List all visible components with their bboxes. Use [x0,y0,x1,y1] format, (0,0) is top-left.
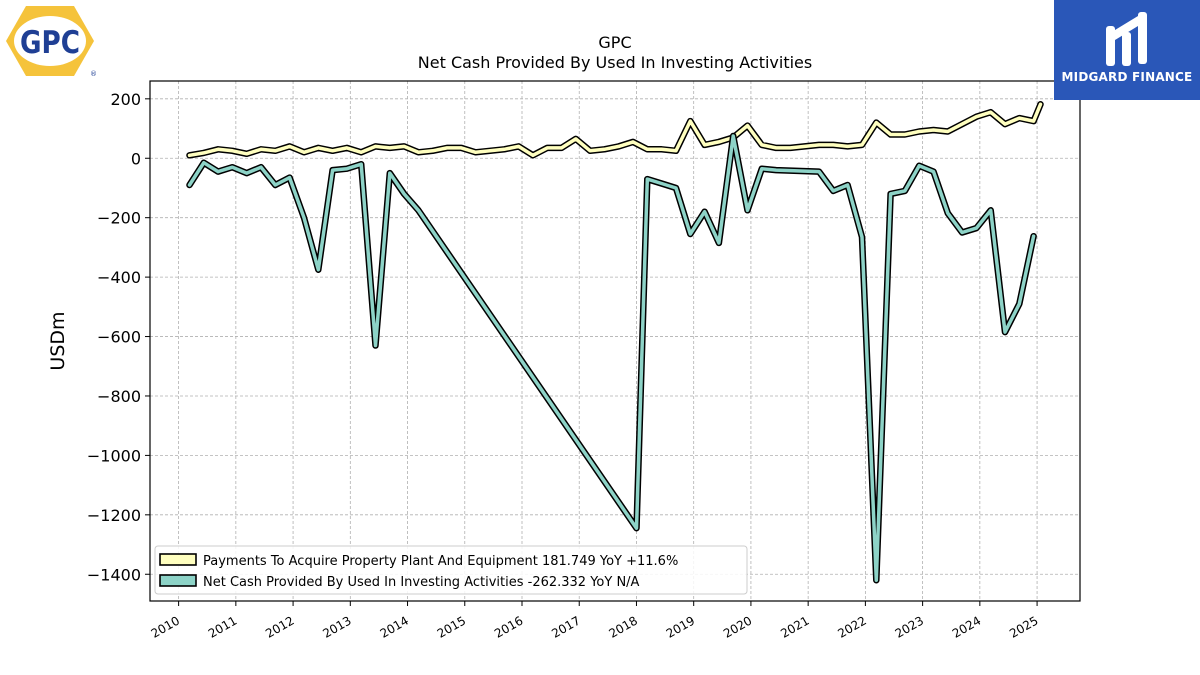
y-tick-label: −400 [97,268,141,287]
x-tick-label: 2021 [778,613,811,640]
legend-swatch [159,553,197,566]
series-1-line [187,134,1036,582]
x-tick-label: 2018 [607,613,640,640]
y-tick-label: −1200 [87,506,141,525]
chart-title: GPC [598,33,632,52]
y-tick-label: −1000 [87,446,141,465]
midgard-mark-icon [1106,12,1147,66]
series-layer [186,101,1044,584]
x-tick-label: 2012 [263,613,296,640]
x-tick-label: 2020 [721,613,754,640]
registered-mark-icon: ® [90,70,96,78]
y-axis-label: USDm [47,311,69,370]
chart-subtitle: Net Cash Provided By Used In Investing A… [417,53,813,72]
legend-swatch [159,574,197,587]
series-1-outline [186,132,1037,584]
plot-frame [149,80,1081,602]
x-tick-label: 2017 [549,613,582,640]
x-tick-label: 2024 [950,613,983,640]
x-tick-label: 2016 [492,613,525,640]
midgard-finance-logo: MIDGARD FINANCE [1054,0,1200,100]
x-tick-label: 2014 [378,613,411,640]
gpc-logo: GPC ® [6,6,96,78]
x-tick-label: 2025 [1007,613,1040,640]
y-tick-label: 200 [110,90,141,109]
gpc-logo-oval [14,16,86,66]
y-tick-label: −800 [97,387,141,406]
x-tick-label: 2013 [320,613,353,640]
legend-label: Payments To Acquire Property Plant And E… [203,554,678,569]
x-tick-label: 2019 [664,613,697,640]
y-tick-label: 0 [131,149,141,168]
gpc-logo-text: GPC [20,25,80,61]
x-axis-ticks: 2010 2011 2012 2013 2014 2015 2016 2017 2018 2019… [149,601,1041,641]
y-tick-label: −600 [97,328,141,347]
x-tick-label: 2010 [149,613,182,640]
x-tick-label: 2023 [893,613,926,640]
y-axis-ticks: 200 0 −200 −400 −600 −800 −1000 −1200 −1400 [87,90,150,584]
series-0-line [187,102,1043,158]
legend: Payments To Acquire Property Plant And E… [154,545,748,595]
x-tick-label: 2011 [206,613,239,640]
legend-label: Net Cash Provided By Used In Investing A… [203,575,640,590]
x-tick-label: 2015 [435,613,468,640]
legend-box [154,545,748,595]
x-tick-label: 2022 [835,613,868,640]
y-tick-label: −200 [97,209,141,228]
midgard-finance-text: MIDGARD FINANCE [1061,70,1193,84]
grid-lines [150,81,1080,601]
y-tick-label: −1400 [87,565,141,584]
